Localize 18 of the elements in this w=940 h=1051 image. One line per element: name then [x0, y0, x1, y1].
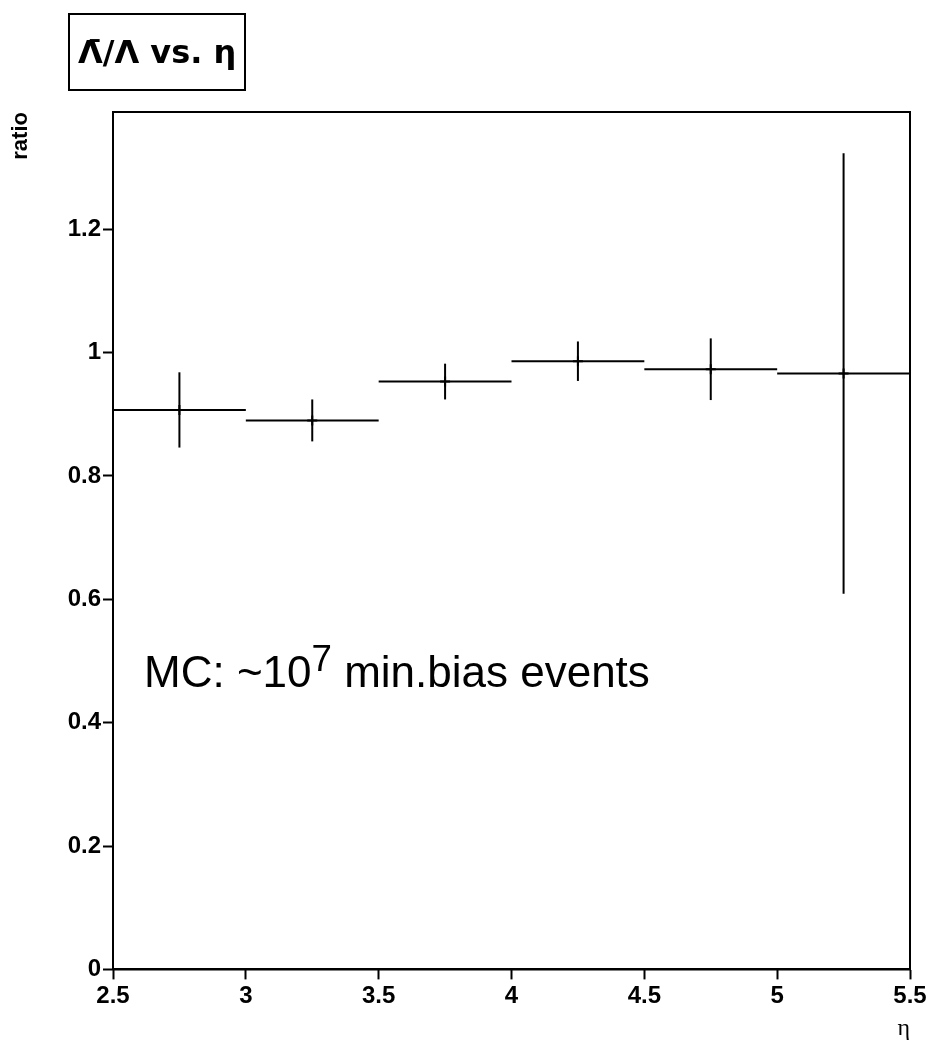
y-tick-label: 0.8: [67, 460, 101, 488]
y-tick-label: 0.4: [67, 707, 102, 735]
x-tick-label: 3: [239, 981, 253, 1009]
y-axis-title: ratio: [7, 112, 33, 160]
x-tick-label: 4: [504, 981, 519, 1009]
y-tick-label: 0.2: [67, 830, 101, 858]
x-axis-title: η: [897, 1013, 910, 1040]
x-tick-label: 3.5: [361, 981, 396, 1009]
y-tick-label: 0.6: [67, 583, 101, 611]
x-tick-label: 2.5: [96, 981, 130, 1009]
x-tick-label: 5.5: [893, 981, 927, 1009]
annotation: MC: ~10$^{7}$ min.bias events: [144, 638, 650, 697]
x-tick-label: 5: [770, 981, 784, 1009]
x-tick-label: 4.5: [627, 981, 662, 1009]
y-tick-label: 1: [87, 337, 101, 365]
y-tick-label: 1.2: [67, 213, 101, 241]
chart-title: Λ̄/Λ vs. η: [68, 13, 247, 91]
y-tick-label: 0: [87, 954, 101, 982]
